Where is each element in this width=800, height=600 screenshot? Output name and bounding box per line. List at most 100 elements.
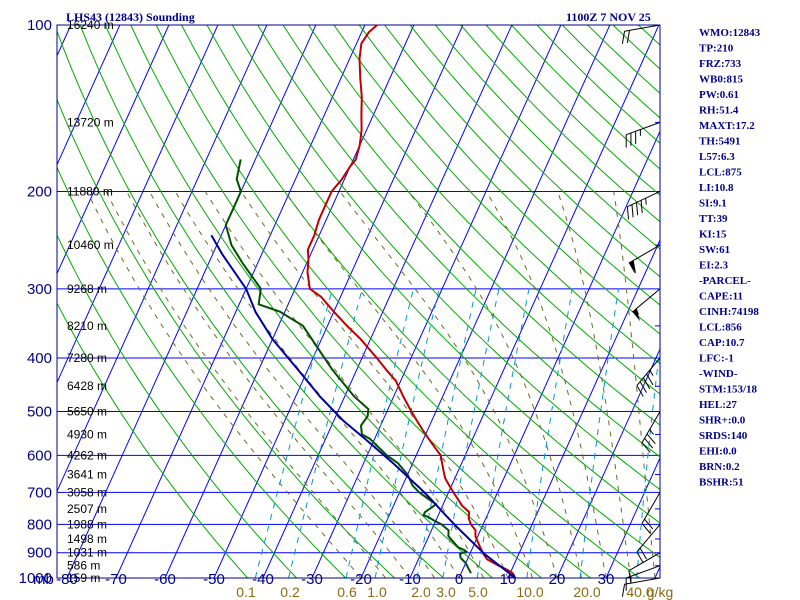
temperature-tick-label: 20 <box>549 571 566 588</box>
stat-item: TP:210 <box>699 43 734 55</box>
height-label: 586 m <box>67 559 100 573</box>
height-label: 3641 m <box>67 468 107 482</box>
stat-item: HEL:27 <box>699 399 737 411</box>
dry-adiabat <box>130 25 592 578</box>
stat-item: EI:2.3 <box>699 260 729 272</box>
mixing-ratio-label: 0.2 <box>280 584 300 600</box>
dry-adiabat <box>282 25 660 426</box>
mixing-ratio-label: 1.0 <box>367 584 387 600</box>
stat-item: -PARCEL- <box>699 275 751 287</box>
wind-barb <box>636 524 661 564</box>
temperature-tick-label: 0 <box>455 571 463 588</box>
wind-barb-staff <box>632 288 661 313</box>
stat-item: STM:153/18 <box>699 384 758 396</box>
height-label: 8210 m <box>67 319 107 333</box>
mixing-ratio-label: g/kg <box>647 584 673 600</box>
moist-adiabat <box>485 191 607 578</box>
wind-barb-staff <box>636 524 661 553</box>
wind-barb-staff <box>624 577 661 585</box>
temperature-tick-label: -80 <box>56 571 78 588</box>
series-temperature-line <box>306 24 516 579</box>
isotherm-line <box>57 25 121 166</box>
wind-barb <box>621 577 661 597</box>
isotherm-line <box>458 130 660 578</box>
stat-item: WB0:815 <box>699 74 744 86</box>
isotherm-line <box>311 25 562 578</box>
dry-adiabat <box>181 25 660 559</box>
moist-adiabat <box>105 191 386 578</box>
wind-barb-half-feather <box>649 429 655 435</box>
stat-item: LFC:-1 <box>699 353 734 365</box>
mixing-ratio-line <box>345 288 414 578</box>
dry-adiabat <box>409 25 660 278</box>
dry-adiabat <box>307 25 660 395</box>
height-label: 4930 m <box>67 427 107 441</box>
height-label: 6428 m <box>67 379 107 393</box>
height-label: 5650 m <box>67 405 107 419</box>
dry-adiabat <box>333 25 660 365</box>
mixing-ratio-label: 0.6 <box>337 584 357 600</box>
temperature-tick-label: -30 <box>301 571 323 588</box>
wind-barb-feather <box>632 260 636 274</box>
wind-barb-staff <box>626 565 661 579</box>
wind-barb <box>628 244 661 274</box>
dry-adiabat <box>57 29 445 578</box>
wind-barb-feather <box>646 373 654 386</box>
stat-item: SRDS:140 <box>699 430 748 442</box>
isotherm-line <box>605 456 660 578</box>
wind-barb <box>636 357 661 397</box>
mixing-ratio-label: 20.0 <box>573 584 600 600</box>
stat-item: MAXT:17.2 <box>699 120 755 132</box>
stat-item: RH:51.4 <box>699 105 739 117</box>
height-label: 7280 m <box>67 351 107 365</box>
mixing-ratio-label: 5.0 <box>468 584 488 600</box>
wind-barb-flag <box>632 308 641 322</box>
mixing-ratio-line <box>526 288 573 578</box>
wind-barb-staff <box>626 121 661 136</box>
mixing-ratio-line <box>442 288 500 578</box>
mixing-ratio-line <box>579 288 619 578</box>
pressure-tick-label: 900 <box>27 545 52 562</box>
pressure-tick-label: 100 <box>27 17 52 34</box>
wind-barb-feather <box>636 385 644 397</box>
stat-item: KI:15 <box>699 229 727 241</box>
isotherm-line <box>57 25 170 275</box>
stat-item: CAP:10.7 <box>699 337 745 349</box>
mixing-ratio-label: 40.0 <box>626 584 653 600</box>
station-title: LHS43 (12843) Sounding <box>66 10 195 24</box>
height-label: 16240 m <box>67 18 114 32</box>
wind-barb-staff <box>627 191 661 208</box>
isotherm-line <box>115 25 366 578</box>
pressure-tick-label: 800 <box>27 516 52 533</box>
sounding-time: 1100Z 7 NOV 25 <box>566 10 651 24</box>
stat-item: CAPE:11 <box>699 291 743 303</box>
wind-barb-staff <box>624 24 661 32</box>
moist-adiabat <box>284 191 533 578</box>
wind-barb-feather <box>636 202 639 216</box>
dry-adiabat <box>383 25 660 306</box>
temperature-tick-label: -60 <box>154 571 176 588</box>
isotherm-line <box>409 25 660 578</box>
ylabel-mb: mb <box>33 571 54 588</box>
pressure-tick-label: 300 <box>27 281 52 298</box>
stat-item: SHR+:0.0 <box>699 415 746 427</box>
isotherm-line <box>262 25 513 578</box>
moist-adiabat <box>407 191 582 578</box>
height-label: 4262 m <box>67 448 107 462</box>
height-label: 159 m <box>67 571 100 585</box>
height-label: 10460 m <box>67 238 114 252</box>
wind-barb-staff <box>628 552 661 572</box>
stat-item: LCL:875 <box>699 167 742 179</box>
mixing-ratio-label: 10.0 <box>516 584 543 600</box>
height-label: 1988 m <box>67 517 107 531</box>
dry-adiabat <box>206 25 660 524</box>
wind-barb-feather <box>621 584 626 597</box>
mixing-ratio-line <box>288 288 363 578</box>
isotherm-line <box>57 25 219 384</box>
stat-item: BSHR:51 <box>699 477 744 489</box>
wind-barb-feather <box>626 206 630 220</box>
stat-item: FRZ:733 <box>699 58 742 70</box>
wind-barb-staff <box>628 244 661 264</box>
